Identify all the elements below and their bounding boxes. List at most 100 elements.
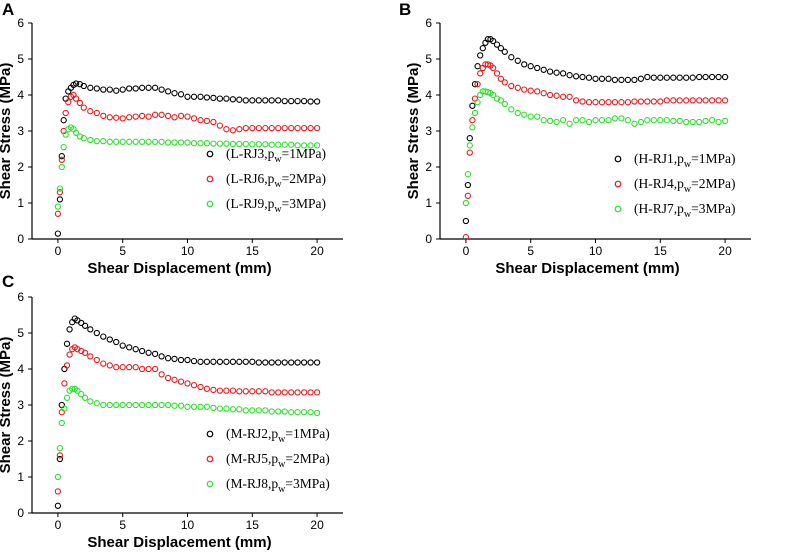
- data-point: [229, 387, 237, 394]
- data-point: [65, 88, 72, 95]
- data-point: [466, 135, 473, 142]
- data-point: [721, 73, 729, 81]
- data-point: [177, 402, 185, 409]
- data-point: [644, 117, 651, 124]
- data-point: [58, 401, 65, 409]
- data-point: [190, 357, 198, 365]
- data-point: [158, 371, 165, 378]
- data-point: [689, 118, 696, 126]
- data-point: [477, 52, 484, 59]
- data-point: [106, 86, 113, 93]
- data-point: [489, 64, 497, 72]
- data-point: [151, 138, 159, 145]
- data-point: [540, 117, 547, 124]
- data-point: [300, 97, 308, 105]
- data-point: [119, 342, 126, 349]
- data-point: [631, 76, 638, 84]
- data-point: [80, 82, 87, 90]
- data-point: [56, 452, 64, 459]
- y-tick-label: 6: [17, 290, 24, 304]
- data-point: [190, 115, 198, 122]
- data-point: [508, 54, 515, 61]
- data-point: [242, 140, 249, 148]
- data-point: [696, 97, 703, 104]
- series-m-rj8: [54, 385, 321, 481]
- data-point: [489, 91, 497, 99]
- data-point: [676, 97, 683, 104]
- data-point: [493, 70, 501, 77]
- data-point: [54, 502, 62, 509]
- data-point: [151, 84, 159, 91]
- data-point: [145, 401, 152, 409]
- data-point: [546, 117, 554, 125]
- data-point: [471, 109, 479, 117]
- data-point: [72, 80, 80, 87]
- data-point: [294, 409, 301, 416]
- legend-label-main: (L-RJ3,p: [226, 146, 275, 161]
- data-point: [249, 124, 256, 132]
- y-tick-label: 6: [425, 16, 432, 30]
- data-point: [132, 138, 139, 145]
- data-point: [663, 97, 670, 104]
- data-point: [236, 126, 243, 133]
- data-point: [268, 408, 275, 415]
- data-point: [466, 142, 473, 149]
- data-point: [288, 359, 295, 366]
- data-point: [715, 73, 722, 81]
- data-point: [294, 359, 301, 366]
- data-point: [164, 374, 172, 382]
- legend-label: (M-RJ5,pw=2MPa): [226, 451, 330, 470]
- data-point: [62, 131, 69, 138]
- y-tick-label: 0: [17, 506, 24, 520]
- data-point: [514, 57, 521, 64]
- data-point: [508, 82, 515, 90]
- legend-marker: [614, 205, 622, 213]
- data-point: [242, 388, 249, 395]
- legend-label-end: =1MPa): [282, 146, 326, 161]
- y-tick-label: 5: [17, 326, 24, 340]
- data-point: [262, 388, 269, 395]
- legend-label-subscript: w: [684, 184, 692, 195]
- data-point: [210, 358, 217, 365]
- data-point: [72, 129, 80, 136]
- data-point: [151, 401, 159, 409]
- data-point: [223, 95, 230, 102]
- legend-label-subscript: w: [684, 209, 692, 220]
- data-point: [637, 75, 645, 82]
- data-point: [489, 37, 497, 45]
- data-point: [721, 117, 729, 125]
- data-point: [631, 120, 638, 127]
- data-point: [546, 91, 554, 99]
- data-point: [223, 358, 230, 365]
- data-point: [605, 117, 612, 124]
- data-point: [559, 70, 567, 77]
- data-point: [216, 95, 224, 102]
- x-tick-label: 0: [463, 244, 470, 258]
- data-point: [106, 336, 113, 343]
- data-point: [93, 137, 100, 145]
- data-point: [484, 36, 492, 43]
- data-point: [132, 364, 139, 371]
- x-tick-label: 10: [589, 244, 603, 258]
- data-point: [72, 95, 80, 102]
- data-point: [471, 95, 479, 102]
- data-point: [572, 117, 580, 124]
- data-point: [216, 405, 224, 412]
- data-point: [294, 142, 301, 149]
- legend-label-end: =2MPa): [285, 451, 329, 466]
- data-point: [559, 117, 567, 124]
- data-point: [100, 360, 107, 367]
- data-point: [145, 113, 152, 120]
- data-point: [307, 409, 314, 416]
- data-point: [307, 124, 314, 132]
- data-point: [477, 91, 484, 99]
- data-point: [501, 79, 508, 86]
- data-point: [255, 407, 262, 414]
- data-point: [164, 88, 172, 95]
- data-point: [294, 97, 301, 105]
- x-axis-title: Shear Displacement (mm): [87, 534, 271, 551]
- data-point: [249, 407, 256, 414]
- legend-label-subscript: w: [278, 459, 286, 470]
- data-point: [171, 376, 178, 383]
- data-point: [618, 99, 625, 106]
